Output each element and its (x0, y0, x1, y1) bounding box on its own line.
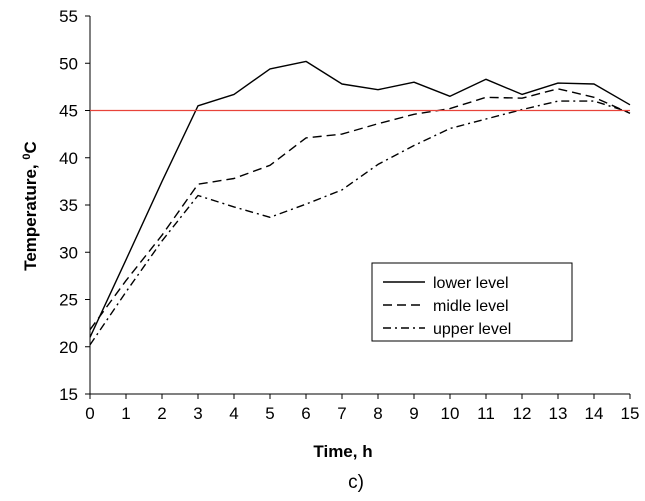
y-tick-label: 40 (59, 149, 78, 168)
y-tick-label: 35 (59, 196, 78, 215)
legend: lower level midle level upper level (371, 262, 573, 342)
x-tick-label: 1 (121, 404, 130, 423)
y-axis-title-main: Temperature, (21, 160, 40, 271)
x-tick-label: 11 (477, 404, 495, 423)
x-axis-title: Time, h (313, 442, 372, 461)
y-tick-label: 45 (59, 102, 78, 121)
y-tick-label: 50 (59, 54, 78, 73)
x-tick-label: 9 (409, 404, 418, 423)
x-axis-ticks: 0 1 2 3 4 5 6 7 8 9 10 11 12 13 14 15 (85, 394, 639, 423)
y-tick-label: 15 (59, 385, 78, 404)
x-tick-label: 2 (157, 404, 166, 423)
x-tick-label: 0 (85, 404, 94, 423)
x-tick-label: 12 (513, 404, 532, 423)
legend-label-lower: lower level (433, 275, 509, 292)
x-tick-label: 4 (229, 404, 238, 423)
y-axis-title: Temperature, 0C (21, 141, 40, 271)
y-axis-title-unit: C (21, 141, 40, 153)
figure-caption: c) (348, 472, 364, 493)
x-tick-label: 5 (265, 404, 274, 423)
series-lines (89, 60, 631, 346)
x-tick-label: 6 (301, 404, 310, 423)
x-tick-label: 13 (549, 404, 568, 423)
x-tick-label: 3 (193, 404, 202, 423)
y-tick-label: 55 (59, 7, 78, 26)
y-axis-title-sup: 0 (21, 153, 33, 159)
x-tick-label: 10 (441, 404, 460, 423)
legend-label-upper: upper level (433, 321, 511, 338)
legend-label-middle: midle level (433, 298, 509, 315)
series-line-1 (89, 88, 631, 331)
x-tick-label: 15 (621, 404, 640, 423)
y-tick-label: 30 (59, 243, 78, 262)
y-tick-label: 25 (59, 291, 78, 310)
x-tick-label: 8 (373, 404, 382, 423)
x-tick-label: 14 (585, 404, 604, 423)
y-axis-ticks: 15 20 25 30 35 40 45 50 55 (59, 7, 90, 404)
series-line-0 (89, 60, 631, 338)
y-tick-label: 20 (59, 338, 78, 357)
x-tick-label: 7 (337, 404, 346, 423)
